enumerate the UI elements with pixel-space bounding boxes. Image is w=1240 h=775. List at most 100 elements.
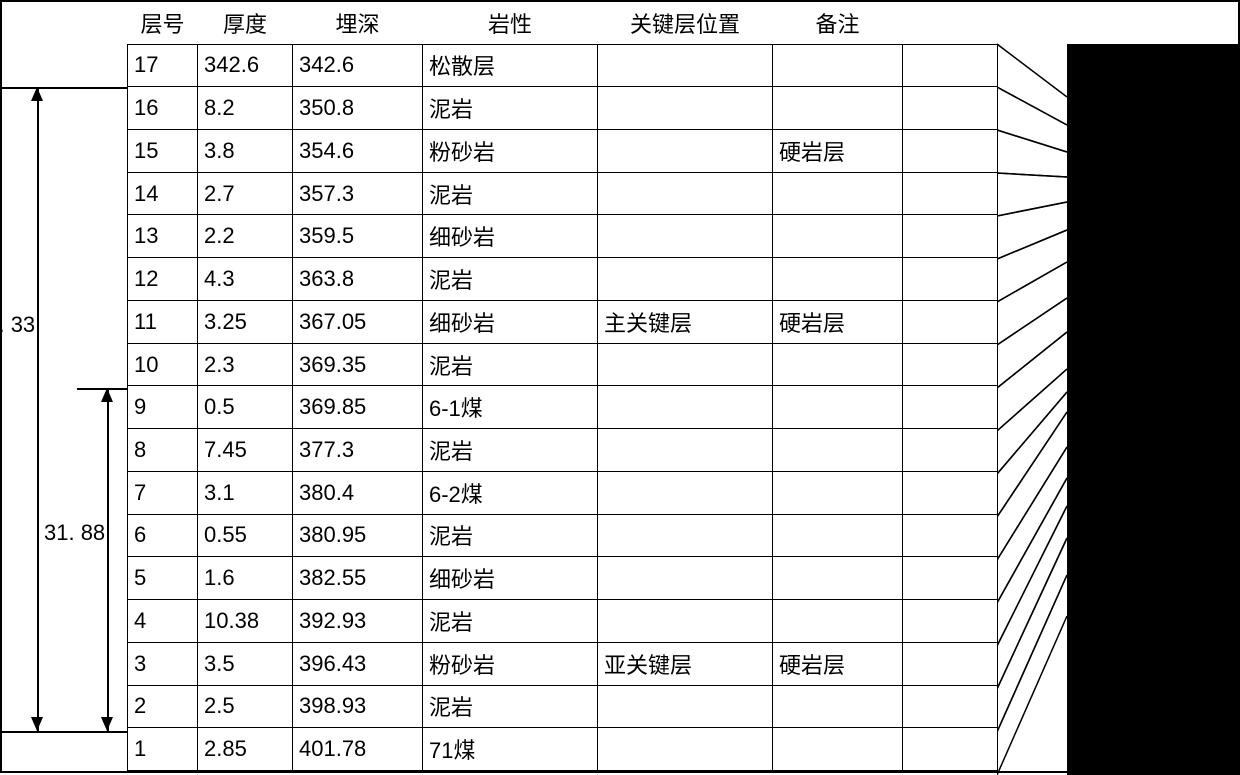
col-header: 埋深 xyxy=(293,2,423,44)
table-cell-blank xyxy=(903,215,998,258)
table-cell-blank xyxy=(903,557,998,600)
table-row: 132.2359.5细砂岩 xyxy=(128,215,998,258)
table-cell: 380.95 xyxy=(293,514,423,557)
table-cell xyxy=(773,215,903,258)
dim-line-outer xyxy=(37,87,39,731)
table-cell: 粉砂岩 xyxy=(423,642,598,685)
dim-line-inner xyxy=(107,388,109,731)
table-cell xyxy=(773,44,903,87)
table-cell: 6-2煤 xyxy=(423,471,598,514)
table-cell xyxy=(773,258,903,301)
col-header: 层号 xyxy=(128,2,198,44)
dim-label-outer: 56. 33 xyxy=(0,312,35,338)
table-cell: 350.8 xyxy=(293,87,423,130)
table-cell: 3.1 xyxy=(198,471,293,514)
table-cell: 2.5 xyxy=(198,685,293,728)
table-cell-blank xyxy=(903,44,998,87)
table-cell: 0.55 xyxy=(198,514,293,557)
table-cell xyxy=(598,343,773,386)
table-cell: 泥岩 xyxy=(423,258,598,301)
table-cell-blank xyxy=(903,129,998,172)
col-header: 岩性 xyxy=(423,2,598,44)
table-cell: 细砂岩 xyxy=(423,300,598,343)
table-cell xyxy=(773,343,903,386)
table-row: 102.3369.35泥岩 xyxy=(128,343,998,386)
table-cell: 14 xyxy=(128,172,198,215)
table-cell: 硬岩层 xyxy=(773,129,903,172)
table-cell-blank xyxy=(903,172,998,215)
table-cell: 7.45 xyxy=(198,429,293,472)
table-cell: 380.4 xyxy=(293,471,423,514)
table-cell xyxy=(598,129,773,172)
table-cell: 3.5 xyxy=(198,642,293,685)
table-cell-blank xyxy=(903,600,998,643)
dim-arrow-icon xyxy=(101,388,113,402)
dim-arrow-icon xyxy=(31,87,43,101)
table-cell xyxy=(598,386,773,429)
table-cell: 细砂岩 xyxy=(423,557,598,600)
table-cell: 10 xyxy=(128,343,198,386)
figure-wrapper: 56. 33 31. 88 层号 厚度 埋深 岩性 关键层位置 备注 xyxy=(0,0,1240,773)
table-cell: 342.6 xyxy=(198,44,293,87)
table-cell: 342.6 xyxy=(293,44,423,87)
table-cell: 9 xyxy=(128,386,198,429)
table-cell: 泥岩 xyxy=(423,429,598,472)
table-cell: 11 xyxy=(128,300,198,343)
table-cell xyxy=(773,685,903,728)
table-cell xyxy=(598,471,773,514)
table-cell: 367.05 xyxy=(293,300,423,343)
table-row: 17342.6342.6松散层 xyxy=(128,44,998,87)
table-cell: 357.3 xyxy=(293,172,423,215)
table-cell-blank xyxy=(903,258,998,301)
table-cell xyxy=(773,728,903,771)
table-cell: 4.3 xyxy=(198,258,293,301)
table-cell: 1 xyxy=(128,728,198,771)
table-row: 90.5369.856-1煤 xyxy=(128,386,998,429)
table-cell: 16 xyxy=(128,87,198,130)
dim-hline xyxy=(2,87,127,89)
table-cell-blank xyxy=(903,343,998,386)
table-cell xyxy=(773,429,903,472)
table-cell xyxy=(773,557,903,600)
table-cell xyxy=(598,258,773,301)
table-cell xyxy=(773,514,903,557)
table-cell: 359.5 xyxy=(293,215,423,258)
table-cell xyxy=(773,87,903,130)
table-cell: 泥岩 xyxy=(423,343,598,386)
table-cell: 泥岩 xyxy=(423,685,598,728)
table-cell: 71煤 xyxy=(423,728,598,771)
table-cell: 3.8 xyxy=(198,129,293,172)
table-cell-blank xyxy=(903,471,998,514)
table-cell: 细砂岩 xyxy=(423,215,598,258)
table-cell: 7 xyxy=(128,471,198,514)
table-cell: 8.2 xyxy=(198,87,293,130)
dim-hline xyxy=(2,731,127,733)
table-cell: 396.43 xyxy=(293,642,423,685)
col-header-blank xyxy=(903,2,998,44)
table-cell xyxy=(598,514,773,557)
table-cell: 泥岩 xyxy=(423,87,598,130)
table-row: 22.5398.93泥岩 xyxy=(128,685,998,728)
table-cell xyxy=(773,600,903,643)
table-row: 142.7357.3泥岩 xyxy=(128,172,998,215)
table-cell xyxy=(598,728,773,771)
table-cell: 369.85 xyxy=(293,386,423,429)
table-cell xyxy=(598,44,773,87)
table-row: 168.2350.8泥岩 xyxy=(128,87,998,130)
dim-arrow-icon xyxy=(101,717,113,731)
table-cell: 13 xyxy=(128,215,198,258)
table-row: 73.1380.46-2煤 xyxy=(128,471,998,514)
table-row: 113.25367.05细砂岩主关键层硬岩层 xyxy=(128,300,998,343)
table-cell: 401.78 xyxy=(293,728,423,771)
dim-label-inner: 31. 88 xyxy=(44,520,105,546)
table-cell: 2.85 xyxy=(198,728,293,771)
table-cell xyxy=(773,172,903,215)
table-cell xyxy=(598,557,773,600)
table-cell: 泥岩 xyxy=(423,600,598,643)
connector-svg xyxy=(997,2,1240,775)
table-cell-blank xyxy=(903,300,998,343)
table-cell: 2 xyxy=(128,685,198,728)
table-cell: 亚关键层 xyxy=(598,642,773,685)
table-cell: 363.8 xyxy=(293,258,423,301)
table-cell xyxy=(598,429,773,472)
